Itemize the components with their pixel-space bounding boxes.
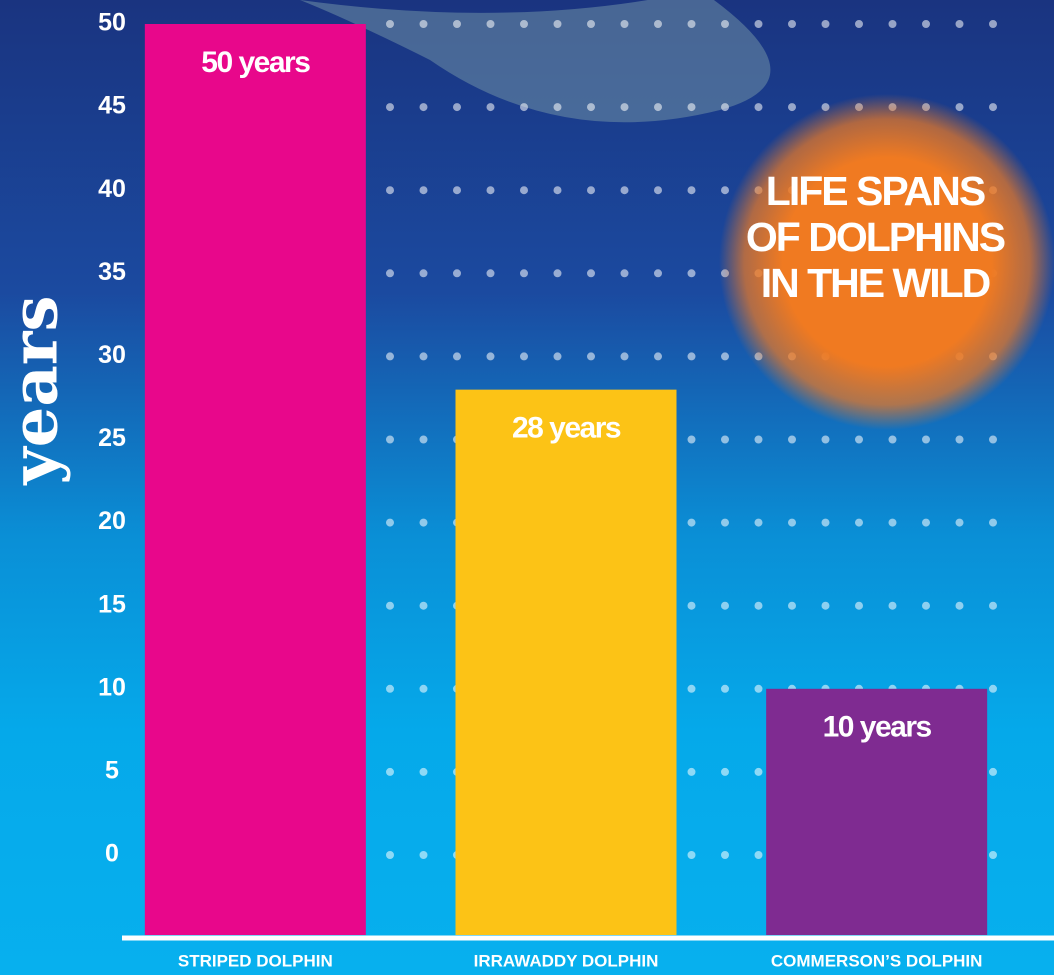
y-tick-label: 40 bbox=[98, 175, 126, 203]
chart: years 0 5 10 15 20 25 30 35 40 45 50 50 years STRIPE… bbox=[0, 0, 1054, 975]
x-tick-label: COMMERSON’S DOLPHIN bbox=[771, 951, 983, 970]
y-tick-label: 50 bbox=[98, 9, 126, 37]
y-tick-label: 45 bbox=[98, 92, 126, 120]
bar bbox=[456, 390, 677, 935]
infographic: years 0 5 10 15 20 25 30 35 40 45 50 50 years STRIPE… bbox=[0, 0, 1054, 975]
value-label: 50 years bbox=[201, 46, 310, 79]
y-tick-label: 0 bbox=[105, 840, 119, 868]
value-label: 10 years bbox=[823, 711, 932, 744]
y-tick-label: 35 bbox=[98, 258, 126, 286]
value-label: 28 years bbox=[512, 412, 621, 445]
bar bbox=[145, 24, 366, 935]
y-tick-label: 30 bbox=[98, 341, 126, 369]
x-tick-label: IRRAWADDY DOLPHIN bbox=[474, 951, 659, 970]
y-axis-label: years bbox=[0, 295, 73, 485]
y-tick-label: 15 bbox=[98, 590, 126, 618]
x-tick-label: STRIPED DOLPHIN bbox=[178, 951, 333, 970]
y-tick-label: 20 bbox=[98, 507, 126, 535]
chart-title: LIFE SPANS OF DOLPHINS IN THE WILD bbox=[737, 168, 1013, 306]
y-tick-label: 10 bbox=[98, 673, 126, 701]
y-tick-label: 5 bbox=[105, 757, 119, 785]
y-tick-label: 25 bbox=[98, 424, 126, 452]
